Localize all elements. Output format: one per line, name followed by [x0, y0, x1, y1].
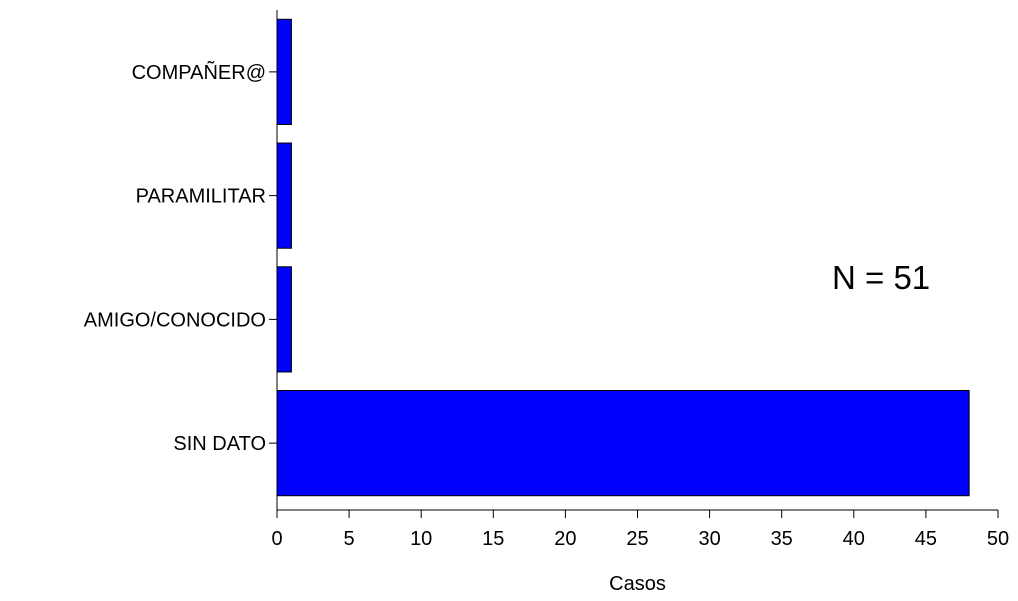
- category-label: PARAMILITAR: [136, 186, 266, 208]
- x-tick-label: 5: [344, 528, 355, 550]
- bar-sin-dato: [276, 390, 970, 497]
- x-tick-label: 45: [915, 528, 937, 550]
- x-tick-label: 15: [482, 528, 504, 550]
- x-tick-label: 35: [771, 528, 793, 550]
- x-tick-label: 20: [554, 528, 576, 550]
- x-tick-label: 50: [987, 528, 1009, 550]
- bar-paramilitar: [276, 142, 292, 249]
- bars-layer: [276, 18, 970, 497]
- x-tick-label: 0: [271, 528, 282, 550]
- sample-size-annotation: N = 51: [832, 259, 930, 296]
- x-tick-label: 10: [410, 528, 432, 550]
- category-label: SIN DATO: [173, 433, 266, 455]
- x-ticks-layer: 0 5 10 15 20 25 30 35 40 45 50: [271, 510, 1009, 550]
- x-tick-label: 40: [843, 528, 865, 550]
- bar-amigo-conocido: [276, 266, 292, 373]
- category-label: AMIGO/CONOCIDO: [84, 309, 266, 331]
- x-axis-title: Casos: [609, 573, 666, 595]
- x-tick-label: 30: [698, 528, 720, 550]
- x-tick-label: 25: [626, 528, 648, 550]
- bar-compañer-: [276, 18, 292, 125]
- category-labels-layer: COMPAÑER@ PARAMILITAR AMIGO/CONOCIDO SIN DA…: [84, 60, 266, 455]
- category-label: COMPAÑER@: [132, 60, 266, 84]
